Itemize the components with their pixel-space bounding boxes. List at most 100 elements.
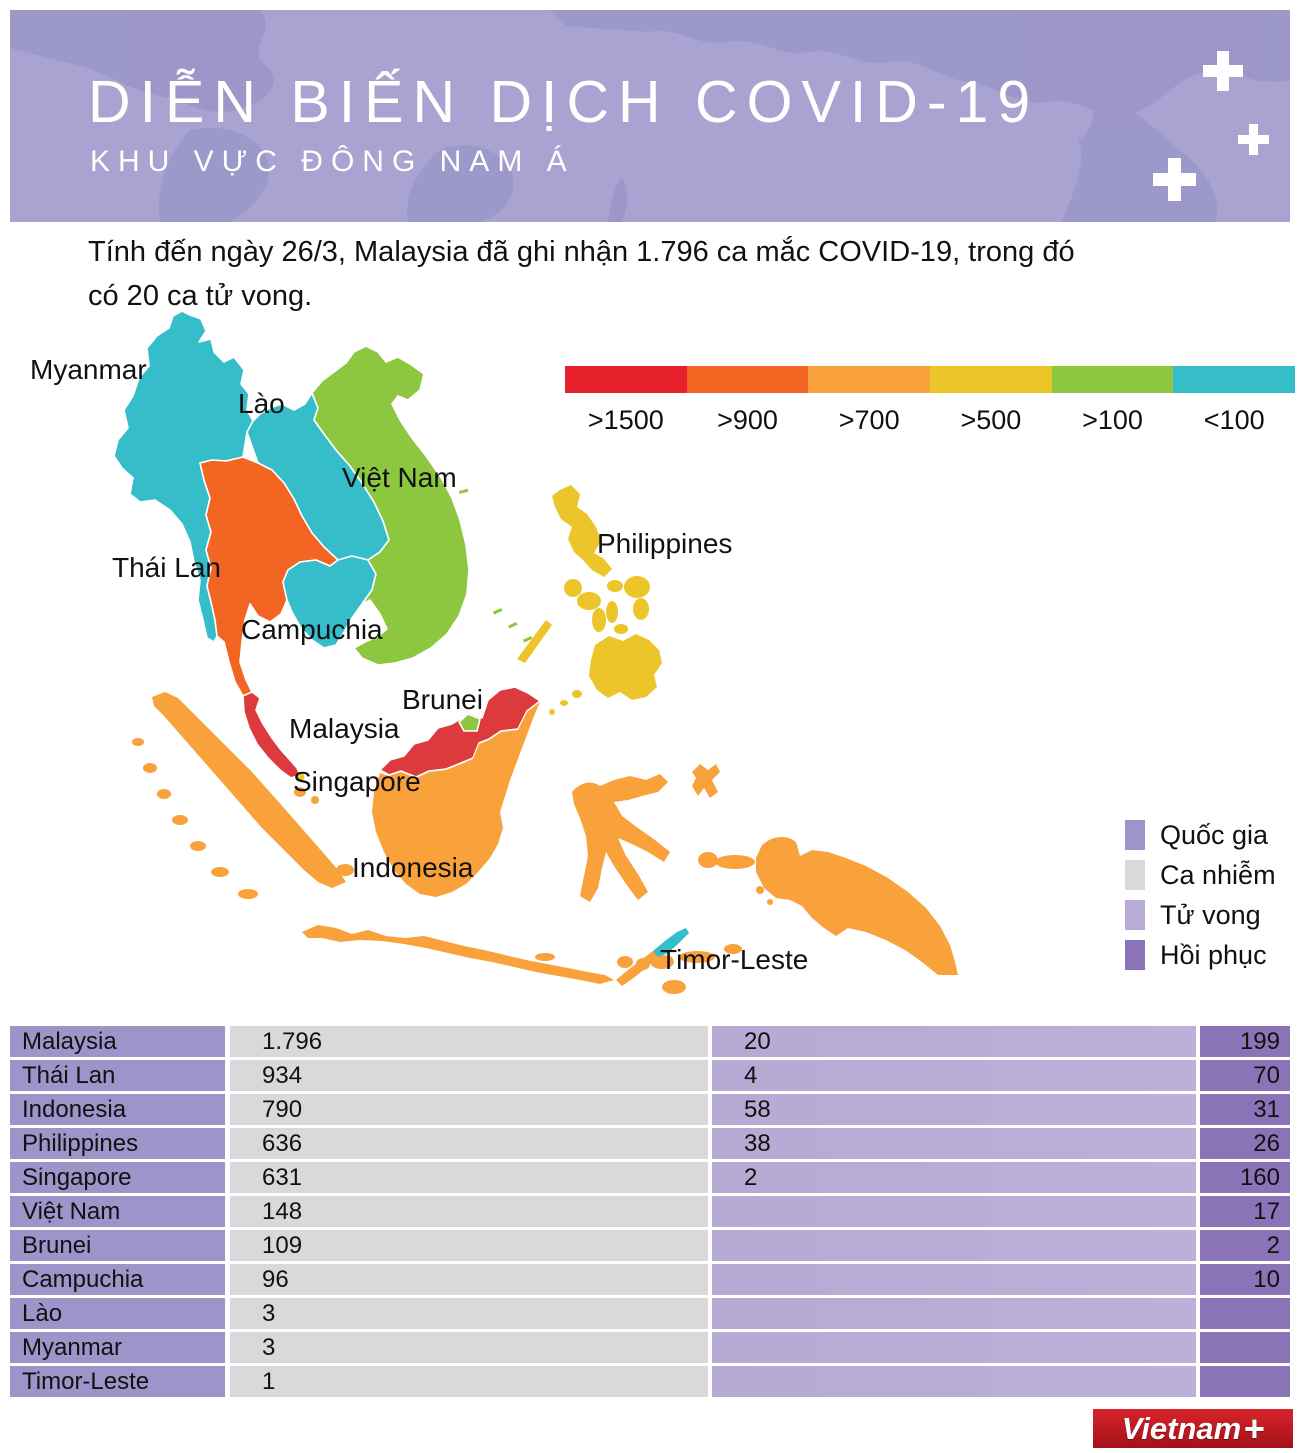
intro-line-1: Tính đến ngày 26/3, Malaysia đã ghi nhận… [88,236,1075,268]
cell-country: Indonesia [10,1094,225,1125]
table-row: Brunei 109 2 [10,1230,1290,1261]
map-label-timor-leste: Timor-Leste [660,944,809,975]
legend-item-country: Quốc gia [1125,820,1276,850]
country-shape-brunei [458,713,481,732]
table-column-legend: Quốc gia Ca nhiễm Tử vong Hồi phục [1125,820,1276,980]
cell-country: Lào [10,1298,225,1329]
cell-recovered: 2 [1200,1230,1290,1261]
cell-recovered: 17 [1200,1196,1290,1227]
table-row: Timor-Leste 1 [10,1366,1290,1397]
legend-label-cases: Ca nhiễm [1160,859,1276,890]
cell-deaths: 2 [712,1162,1196,1193]
country-shape-philippines [517,485,662,715]
cell-country: Philippines [10,1128,225,1159]
scale-label-gt900: >900 [717,405,778,435]
cell-deaths: 20 [712,1026,1196,1057]
cell-recovered: 31 [1200,1094,1290,1125]
legend-label-country: Quốc gia [1160,819,1269,850]
legend-swatch-country [1125,820,1145,850]
map-label-philippines: Philippines [597,528,733,559]
cell-deaths [712,1366,1196,1397]
cell-country: Campuchia [10,1264,225,1295]
scale-swatch-gt100 [1051,366,1174,393]
intro-line-2: có 20 ca tử vong. [88,280,313,312]
cell-country: Myanmar [10,1332,225,1363]
cell-cases: 148 [230,1196,708,1227]
country-shape-singapore [295,772,305,782]
cell-deaths [712,1196,1196,1227]
world-map-silhouette [10,10,1290,222]
map-label-brunei: Brunei [402,684,483,715]
cell-cases: 96 [230,1264,708,1295]
country-shape-thailand [199,456,339,697]
legend-swatch-deaths [1125,900,1145,930]
legend-item-recovered: Hồi phục [1125,940,1276,970]
scale-label-gt500: >500 [960,405,1022,435]
cell-cases: 3 [230,1332,708,1363]
scale-label-gt1500: >1500 [587,405,664,435]
country-shape-vietnam [311,345,470,666]
cell-country: Timor-Leste [10,1366,225,1397]
legend-swatch-recovered [1125,940,1145,970]
cell-deaths: 38 [712,1128,1196,1159]
cell-recovered: 70 [1200,1060,1290,1091]
cell-cases: 1.796 [230,1026,708,1057]
page-subtitle: KHU VỰC ĐÔNG NAM Á [90,145,575,178]
cell-deaths [712,1230,1196,1261]
cell-cases: 636 [230,1128,708,1159]
table-row: Lào 3 [10,1298,1290,1329]
map-label-myanmar: Myanmar [30,354,147,385]
cell-deaths [712,1264,1196,1295]
legend-label-recovered: Hồi phục [1160,939,1267,970]
vietnamplus-logo: Vietnam + [1093,1407,1293,1449]
scale-swatch-gt500 [930,366,1052,393]
cell-country: Brunei [10,1230,225,1261]
logo-text: Vietnam [1121,1410,1242,1446]
legend-swatch-cases [1125,860,1145,890]
legend-item-cases: Ca nhiễm [1125,860,1276,890]
cell-recovered: 160 [1200,1162,1290,1193]
case-count-color-scale: >1500 >900 >700 >500 >100 <100 [565,366,1296,436]
page-title: DIỄN BIẾN DỊCH COVID-19 [88,69,1040,135]
table-row: Indonesia 790 58 31 [10,1094,1290,1125]
cell-recovered [1200,1366,1290,1397]
country-shape-malaysia [242,686,541,779]
cell-deaths: 58 [712,1094,1196,1125]
scale-swatch-lt100 [1173,366,1296,393]
table-row: Singapore 631 2 160 [10,1162,1290,1193]
cell-recovered: 199 [1200,1026,1290,1057]
map-label-cambodia: Campuchia [241,614,383,645]
scale-label-gt700: >700 [838,405,900,435]
map-label-thailand: Thái Lan [112,552,221,583]
scale-swatch-gt900 [686,366,809,393]
table-row: Malaysia 1.796 20 199 [10,1026,1290,1057]
cell-country: Malaysia [10,1026,225,1057]
table-row: Myanmar 3 [10,1332,1290,1363]
offshore-islets [400,488,533,647]
cell-cases: 1 [230,1366,708,1397]
cell-cases: 934 [230,1060,708,1091]
country-shape-timor-leste [653,928,689,957]
legend-item-deaths: Tử vong [1125,900,1276,930]
cell-cases: 790 [230,1094,708,1125]
scale-swatch-gt700 [808,366,931,393]
cell-country: Singapore [10,1162,225,1193]
map-label-vietnam: Việt Nam [342,462,457,493]
table-row: Thái Lan 934 4 70 [10,1060,1290,1091]
scale-label-gt100: >100 [1082,405,1143,435]
logo-plus-icon: + [1243,1407,1265,1449]
cell-deaths [712,1298,1196,1329]
cell-country: Thái Lan [10,1060,225,1091]
legend-label-deaths: Tử vong [1160,899,1261,930]
country-shape-indonesia [132,692,958,994]
map-label-indonesia: Indonesia [352,852,474,883]
cell-recovered [1200,1298,1290,1329]
cell-recovered [1200,1332,1290,1363]
cell-deaths: 4 [712,1060,1196,1091]
map-label-laos: Lào [238,388,285,419]
map-label-singapore: Singapore [293,766,421,797]
table-row: Việt Nam 148 17 [10,1196,1290,1227]
cell-recovered: 10 [1200,1264,1290,1295]
country-shape-cambodia [282,555,377,649]
